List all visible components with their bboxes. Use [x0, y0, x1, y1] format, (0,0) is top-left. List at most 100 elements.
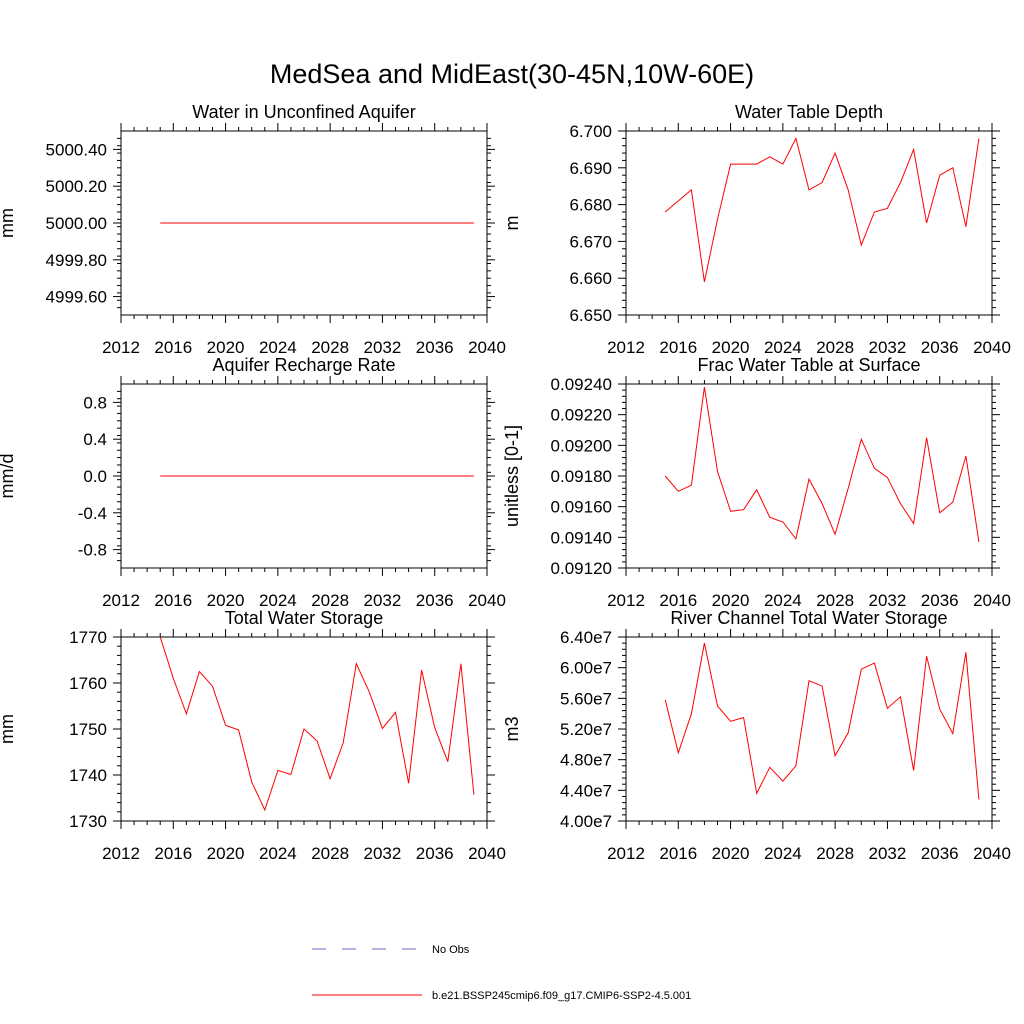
x-tick-label: 2020: [712, 591, 750, 610]
x-tick-label: 2016: [154, 844, 192, 863]
x-tick-label: 2020: [207, 338, 245, 357]
y-tick-label: 4.40e7: [560, 781, 612, 800]
x-tick-label: 2036: [921, 338, 959, 357]
x-tick-label: 2024: [764, 338, 802, 357]
y-tick-label: 0.09140: [551, 528, 612, 547]
x-tick-label: 2012: [102, 591, 140, 610]
y-tick-label: 6.650: [569, 306, 612, 325]
x-tick-label: 2028: [816, 844, 854, 863]
panel-title: Water Table Depth: [735, 102, 883, 122]
y-tick-label: 0.09220: [551, 406, 612, 425]
y-tick-label: 6.700: [569, 122, 612, 141]
panel-title: Total Water Storage: [225, 608, 383, 628]
series-line: [159, 637, 475, 812]
x-tick-label: 2032: [364, 591, 402, 610]
x-tick-label: 2012: [102, 338, 140, 357]
x-tick-label: 2036: [921, 844, 959, 863]
x-tick-label: 2024: [259, 844, 297, 863]
x-tick-label: 2016: [659, 338, 697, 357]
y-tick-label: 1740: [69, 766, 107, 785]
y-tick-label: -0.4: [78, 504, 107, 523]
x-tick-label: 2040: [973, 338, 1011, 357]
panel-4: Frac Water Table at Surface 2012 2016 2020 2…: [502, 355, 1011, 610]
x-tick-label: 2036: [416, 338, 454, 357]
y-tick-label: 1730: [69, 812, 107, 831]
x-tick-label: 2028: [816, 591, 854, 610]
x-tick-label: 2024: [764, 844, 802, 863]
panel-title: Water in Unconfined Aquifer: [192, 102, 415, 122]
plot-frame: [625, 636, 993, 822]
x-tick-label: 2040: [468, 844, 506, 863]
y-tick-label: 6.00e7: [560, 659, 612, 678]
x-tick-label: 2016: [154, 591, 192, 610]
x-tick-label: 2032: [869, 338, 907, 357]
x-tick-label: 2040: [973, 844, 1011, 863]
x-tick-label: 2032: [364, 844, 402, 863]
x-tick-label: 2024: [259, 338, 297, 357]
y-axis-label: m3: [502, 716, 522, 741]
panels: Water in Unconfined Aquifer 2012 2016 2020 2…: [0, 102, 1011, 863]
y-tick-label: -0.8: [78, 541, 107, 560]
y-tick-label: 0.09180: [551, 467, 612, 486]
y-tick-label: 0.09200: [551, 436, 612, 455]
panel-title: Aquifer Recharge Rate: [212, 355, 395, 375]
x-tick-label: 2032: [869, 591, 907, 610]
x-tick-label: 2036: [921, 591, 959, 610]
y-tick-label: 1760: [69, 674, 107, 693]
y-tick-label: 0.0: [83, 467, 107, 486]
panel-title: River Channel Total Water Storage: [670, 608, 947, 628]
series-line: [664, 642, 980, 800]
x-tick-label: 2032: [869, 844, 907, 863]
x-tick-label: 2020: [207, 591, 245, 610]
panel-2: Water Table Depth 2012 2016 2020 2024 2028 203…: [502, 102, 1011, 357]
y-tick-label: 6.680: [569, 196, 612, 215]
y-axis-label: mm: [0, 714, 17, 744]
series-line: [664, 136, 980, 283]
panel-title: Frac Water Table at Surface: [697, 355, 920, 375]
y-tick-label: 6.40e7: [560, 628, 612, 647]
legend: No Obs b.e21.BSSP245cmip6.f09_g17.CMIP6-…: [312, 944, 691, 1002]
plot-frame: [625, 383, 993, 569]
y-tick-label: 6.660: [569, 269, 612, 288]
y-tick-label: 5.60e7: [560, 689, 612, 708]
y-tick-label: 5000.20: [46, 177, 107, 196]
y-tick-label: 5000.40: [46, 140, 107, 159]
y-axis-label: m: [502, 216, 522, 231]
y-axis-label: mm: [0, 208, 17, 238]
legend-label-model: b.e21.BSSP245cmip6.f09_g17.CMIP6-SSP2-4.…: [432, 990, 691, 1002]
x-tick-label: 2020: [207, 844, 245, 863]
x-tick-label: 2012: [102, 844, 140, 863]
x-tick-label: 2012: [607, 591, 645, 610]
x-tick-label: 2016: [154, 338, 192, 357]
x-tick-label: 2024: [259, 591, 297, 610]
y-axis-label: mm/d: [0, 454, 17, 499]
figure-title: MedSea and MidEast(30-45N,10W-60E): [270, 59, 754, 89]
x-tick-label: 2020: [712, 338, 750, 357]
x-tick-label: 2028: [311, 844, 349, 863]
panel-3: Aquifer Recharge Rate 2012 2016 2020 2024 202…: [0, 355, 506, 610]
legend-label-no-obs: No Obs: [432, 944, 470, 956]
y-tick-label: 4999.60: [46, 288, 107, 307]
x-tick-label: 2032: [364, 338, 402, 357]
y-tick-label: 4.00e7: [560, 812, 612, 831]
x-tick-label: 2028: [311, 338, 349, 357]
x-tick-label: 2028: [816, 338, 854, 357]
x-tick-label: 2012: [607, 338, 645, 357]
x-tick-label: 2036: [416, 844, 454, 863]
panel-6: River Channel Total Water Storage 2012 201…: [502, 608, 1011, 863]
y-tick-label: 4.80e7: [560, 751, 612, 770]
y-tick-label: 0.4: [83, 430, 107, 449]
plot-frame: [625, 130, 993, 316]
panel-1: Water in Unconfined Aquifer 2012 2016 2020 2…: [0, 102, 506, 357]
y-tick-label: 0.09240: [551, 375, 612, 394]
y-tick-label: 5000.00: [46, 214, 107, 233]
x-tick-label: 2040: [973, 591, 1011, 610]
x-tick-label: 2040: [468, 338, 506, 357]
y-tick-label: 5.20e7: [560, 720, 612, 739]
x-tick-label: 2040: [468, 591, 506, 610]
y-tick-label: 0.09160: [551, 498, 612, 517]
x-tick-label: 2012: [607, 844, 645, 863]
y-tick-label: 4999.80: [46, 251, 107, 270]
y-tick-label: 6.690: [569, 159, 612, 178]
